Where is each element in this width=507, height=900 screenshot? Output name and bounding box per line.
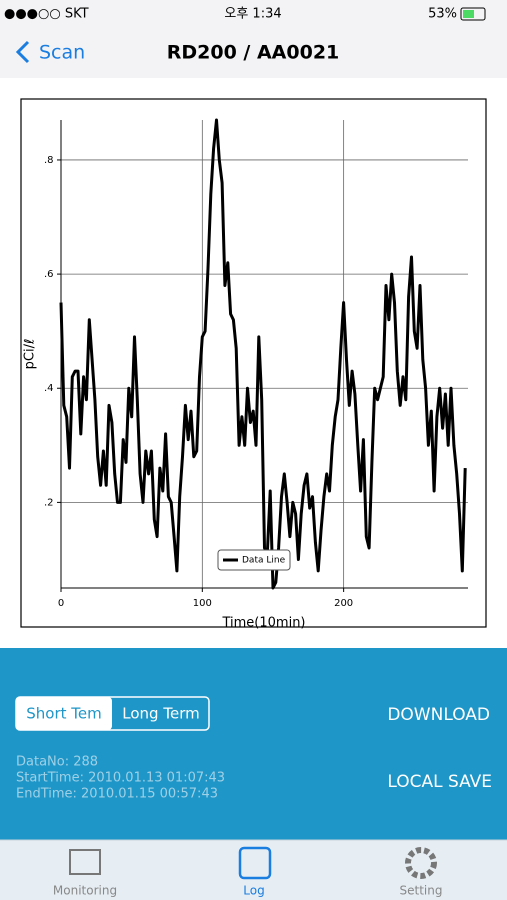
setting-icon[interactable] — [405, 847, 437, 879]
segment-selected[interactable] — [16, 697, 112, 730]
legend-box — [217, 549, 291, 571]
y-tick-label: .2 — [44, 497, 54, 508]
x-tick-label: 200 — [334, 598, 353, 609]
segment-short[interactable]: Short Tem — [26, 705, 101, 723]
clock: 오후 1:34 — [224, 7, 281, 22]
info-line: StartTime: 2010.01.13 01:07:43 — [16, 771, 225, 786]
y-tick-label: .4 — [44, 383, 54, 394]
back-button[interactable]: Scan — [39, 42, 85, 64]
tab-monitoring[interactable]: Monitoring — [53, 884, 117, 898]
tab-setting[interactable]: Setting — [400, 884, 443, 898]
log-icon[interactable] — [238, 846, 272, 880]
control-panel — [0, 648, 507, 840]
legend-label: Data Line — [242, 556, 286, 566]
carrier: ●●●○○ SKT — [4, 7, 89, 22]
info-line: DataNo: 288 — [16, 755, 98, 770]
y-tick-label: .6 — [44, 269, 54, 280]
battery-text: 53% — [428, 7, 457, 22]
nav-title: RD200 / AA0021 — [167, 42, 340, 64]
back-chevron[interactable] — [15, 40, 30, 64]
monitoring-icon[interactable] — [69, 849, 101, 875]
chart-frame — [20, 98, 487, 628]
download-button[interactable]: DOWNLOAD — [387, 705, 490, 725]
top-bar — [0, 0, 507, 78]
x-axis-label: Time(10min) — [221, 616, 305, 631]
data-line — [59, 118, 467, 590]
x-tick-label: 0 — [58, 598, 64, 609]
battery-icon — [460, 7, 486, 21]
segment-long[interactable]: Long Term — [122, 705, 199, 723]
local-save-button[interactable]: LOCAL SAVE — [387, 772, 492, 792]
tab-log[interactable]: Log — [243, 884, 264, 898]
info-line: EndTime: 2010.01.15 00:57:43 — [16, 787, 218, 802]
x-tick-label: 100 — [193, 598, 212, 609]
y-tick-label: .8 — [44, 155, 54, 166]
battery-level — [463, 10, 474, 18]
y-axis-label: pCi/ℓ — [23, 339, 38, 370]
